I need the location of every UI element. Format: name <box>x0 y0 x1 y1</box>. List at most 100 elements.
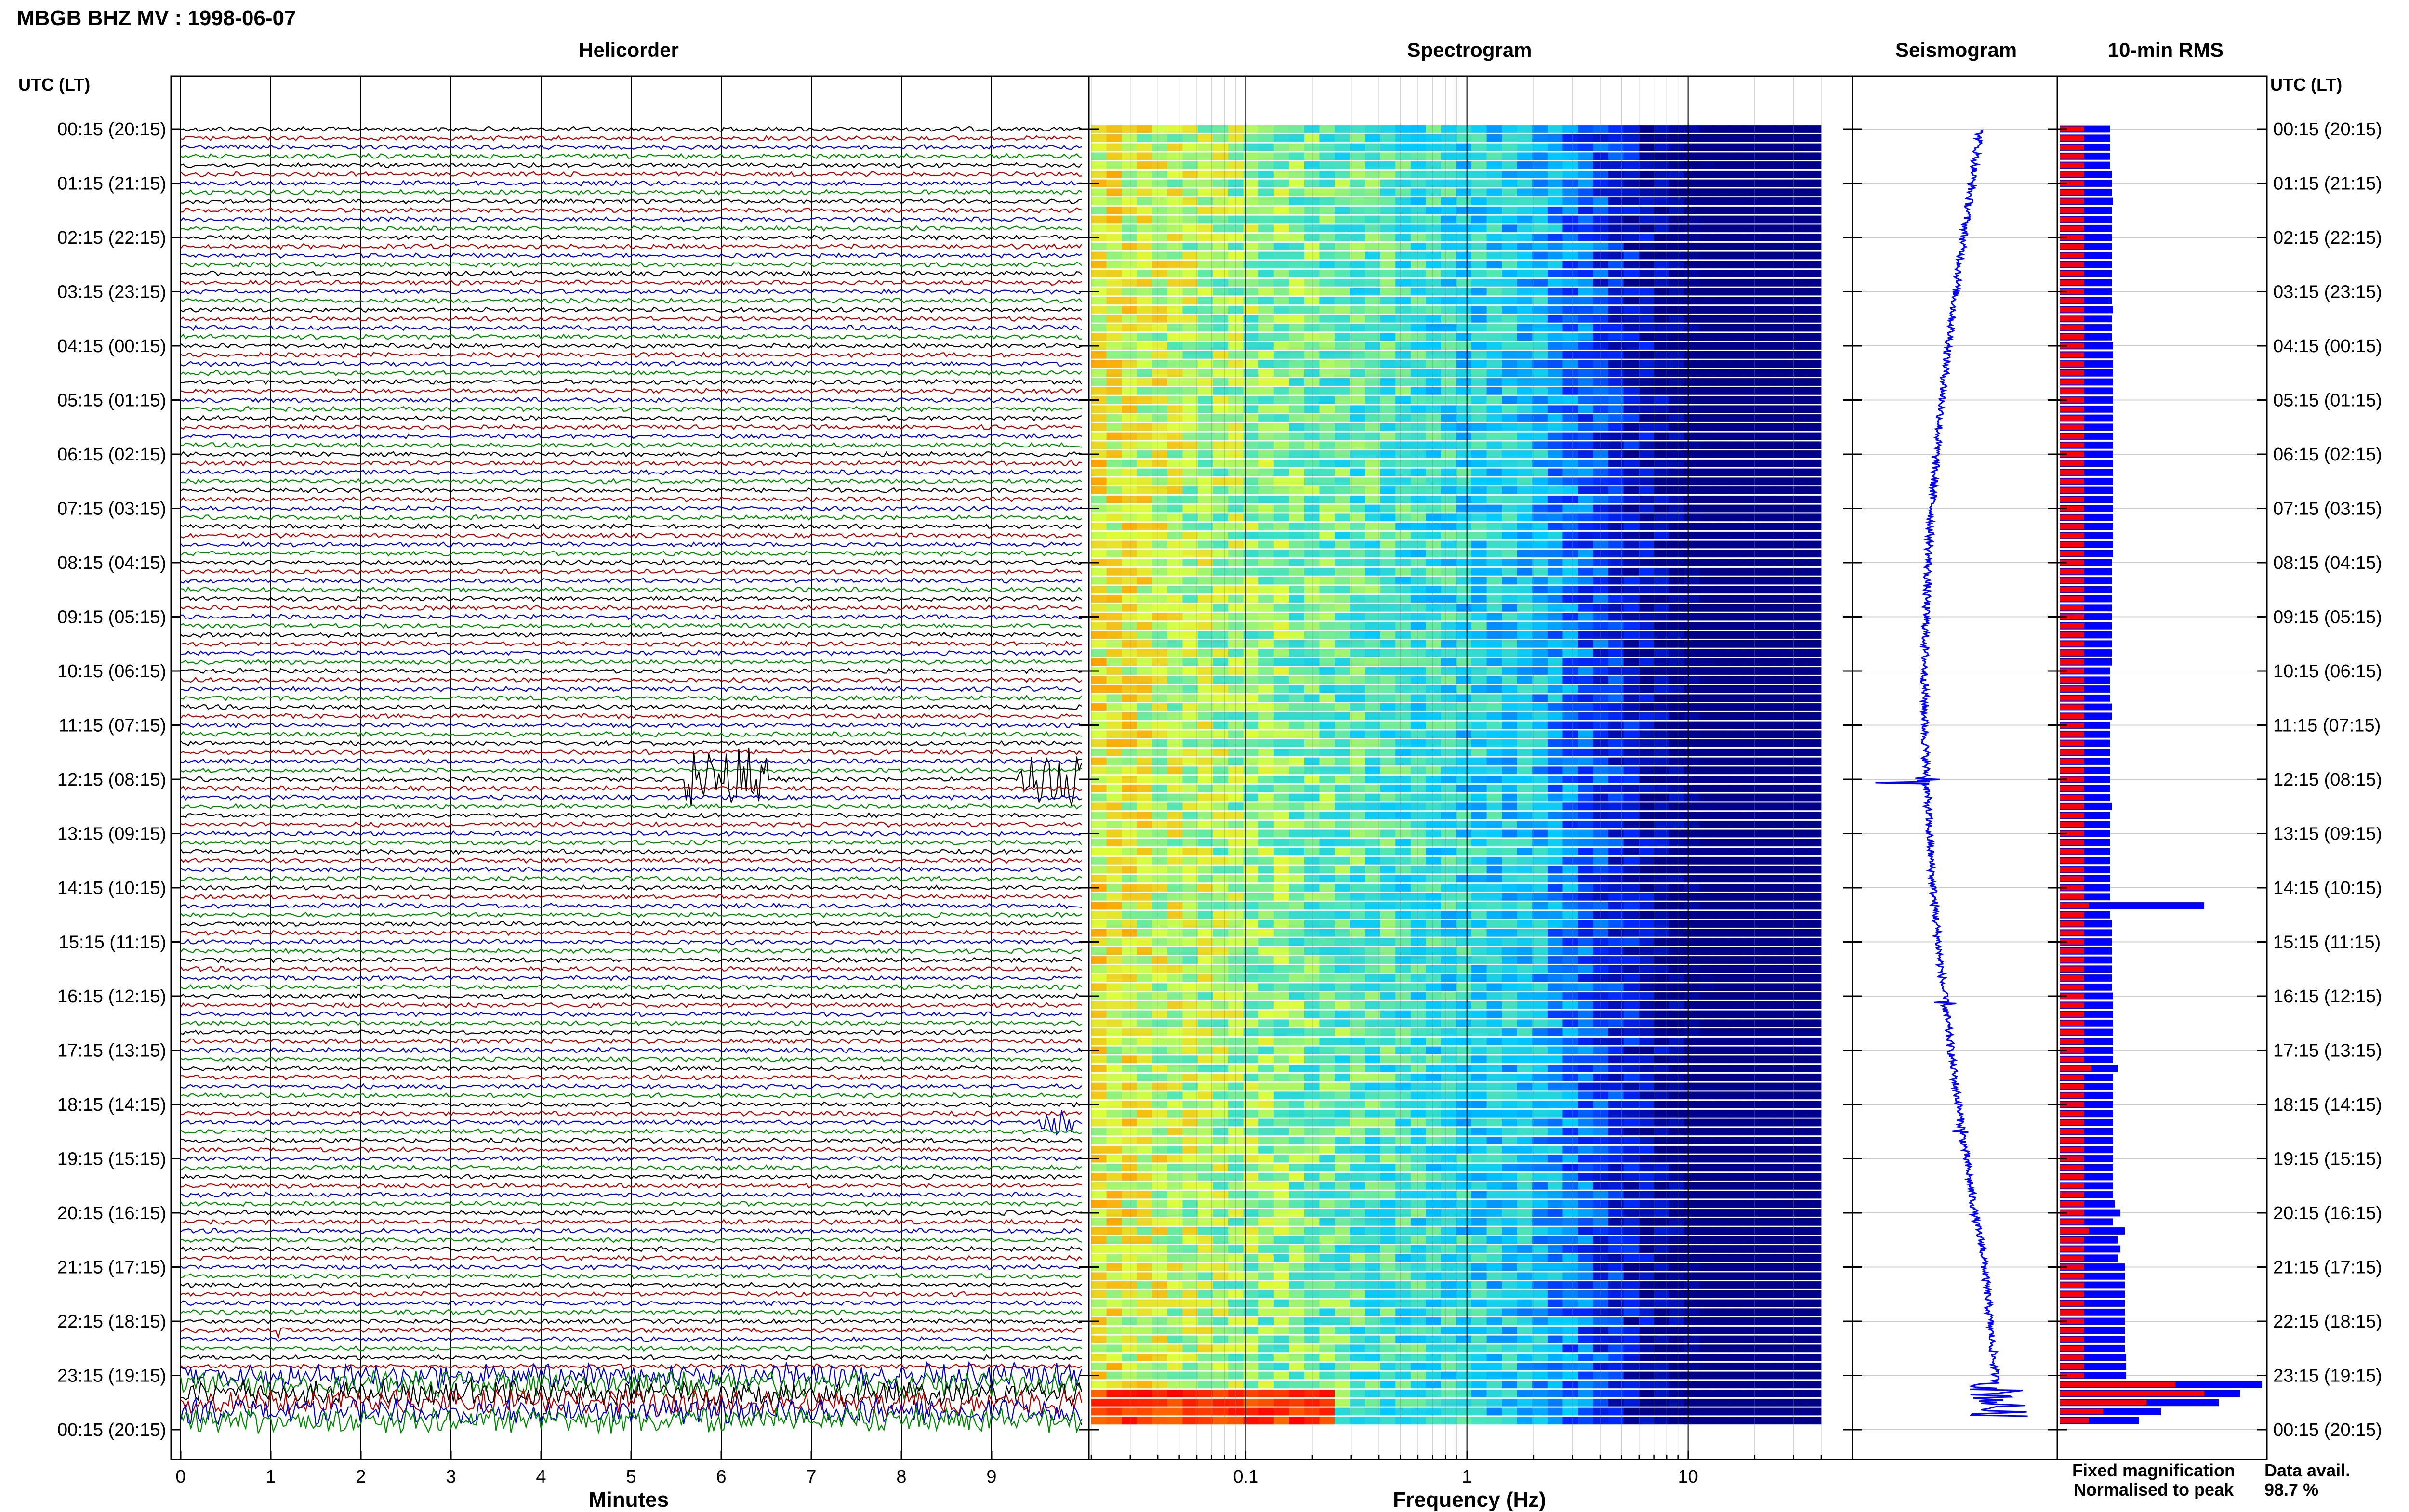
spectrogram-cell <box>1380 1001 1396 1009</box>
spectrogram-cell <box>1699 134 1715 142</box>
spectrogram-cell <box>1441 784 1456 792</box>
spectrogram-cell <box>1395 152 1411 160</box>
spectrogram-cell <box>1365 405 1381 413</box>
spectrogram-cell <box>1319 757 1335 765</box>
spectrogram-cell <box>1380 215 1396 224</box>
spectrogram-cell <box>1517 839 1533 847</box>
spectrogram-cell <box>1790 423 1806 431</box>
helicorder-trace <box>180 162 1082 169</box>
spectrogram-cell <box>1228 315 1244 323</box>
spectrogram-cell <box>1775 360 1791 368</box>
spectrogram-cell <box>1122 251 1138 260</box>
spectrogram-cell <box>1517 748 1533 756</box>
spectrogram-cell <box>1335 270 1350 277</box>
spectrogram-cell <box>1639 992 1655 1000</box>
spectrogram-cell <box>1608 369 1624 377</box>
spectrogram-cell <box>1745 450 1761 458</box>
spectrogram-cell <box>1167 215 1183 224</box>
spectrogram-cell <box>1517 902 1533 910</box>
helicorder-trace <box>180 1029 1082 1036</box>
spectrogram-cell <box>1273 206 1289 214</box>
spectrogram-cell <box>1790 495 1806 503</box>
spectrogram-cell <box>1471 550 1487 558</box>
spectrogram-cell <box>1639 965 1655 973</box>
spectrogram-cell <box>1547 234 1563 241</box>
helicorder-trace <box>180 713 1082 720</box>
spectrogram-cell <box>1273 369 1289 377</box>
spectrogram-cell <box>1197 613 1213 621</box>
spectrogram-cell <box>1730 495 1746 503</box>
spectrogram-cell <box>1578 432 1594 440</box>
spectrogram-cell <box>1593 414 1609 422</box>
spectrogram-cell <box>1365 902 1381 910</box>
spectrogram-cell <box>1319 604 1335 612</box>
spectrogram-cell <box>1578 333 1594 341</box>
spectrogram-cell <box>1547 649 1563 657</box>
spectrogram-cell <box>1471 721 1487 729</box>
spectrogram-cell <box>1502 974 1518 982</box>
spectrogram-cell <box>1562 559 1578 566</box>
spectrogram-cell <box>1228 531 1244 539</box>
spectrogram-cell <box>1639 802 1655 811</box>
spectrogram-cell <box>1745 776 1761 783</box>
spectrogram-cell <box>1091 938 1107 946</box>
spectrogram-cell <box>1426 965 1442 973</box>
spectrogram-cell <box>1182 414 1198 422</box>
spectrogram-cell <box>1745 387 1761 395</box>
spectrogram-cell <box>1608 351 1624 359</box>
spectrogram-cell <box>1532 622 1548 630</box>
spectrogram-cell <box>1608 324 1624 332</box>
spectrogram-cell <box>1471 125 1487 133</box>
spectrogram-cell <box>1532 649 1548 657</box>
spectrogram-cell <box>1350 559 1365 566</box>
spectrogram-cell <box>1395 730 1411 738</box>
spectrogram-cell <box>1365 748 1381 756</box>
spectrogram-cell <box>1091 676 1107 684</box>
spectrogram-cell <box>1243 793 1259 802</box>
spectrogram-cell <box>1213 983 1229 991</box>
spectrogram-cell <box>1365 983 1381 991</box>
spectrogram-cell <box>1699 550 1715 558</box>
spectrogram-cell <box>1623 631 1639 639</box>
spectrogram-cell <box>1167 784 1183 792</box>
spectrogram-cell <box>1243 567 1259 576</box>
spectrogram-cell <box>1091 947 1107 955</box>
spectrogram-cell <box>1578 640 1594 648</box>
spectrogram-cell <box>1122 938 1138 946</box>
spectrogram-cell <box>1562 649 1578 657</box>
helicorder-trace <box>180 1065 1082 1072</box>
spectrogram-cell <box>1775 387 1791 395</box>
spectrogram-cell <box>1273 360 1289 368</box>
spectrogram-cell <box>1775 278 1791 287</box>
spectrogram-cell <box>1122 676 1138 684</box>
spectrogram-cell <box>1517 983 1533 991</box>
spectrogram-cell <box>1350 234 1365 241</box>
spectrogram-cell <box>1578 351 1594 359</box>
spectrogram-cell <box>1669 179 1685 187</box>
spectrogram-cell <box>1684 875 1700 883</box>
spectrogram-cell <box>1486 324 1502 332</box>
spectrogram-cell <box>1106 875 1122 883</box>
spectrogram-cell <box>1258 414 1274 422</box>
spectrogram-cell <box>1197 324 1213 332</box>
spectrogram-cell <box>1486 559 1502 566</box>
spectrogram-cell <box>1517 929 1533 937</box>
spectrogram-cell <box>1745 242 1761 250</box>
spectrogram-cell <box>1547 622 1563 630</box>
spectrogram-cell <box>1350 197 1365 205</box>
helicorder-trace <box>180 198 1082 205</box>
spectrogram-cell <box>1441 866 1456 874</box>
spectrogram-cell <box>1426 784 1442 792</box>
spectrogram-cell <box>1350 405 1365 413</box>
spectrogram-cell <box>1365 992 1381 1000</box>
spectrogram-cell <box>1654 848 1669 855</box>
spectrogram-cell <box>1137 667 1152 675</box>
spectrogram-cell <box>1380 1019 1396 1027</box>
spectrogram-cell <box>1350 839 1365 847</box>
spectrogram-cell <box>1684 351 1700 359</box>
spectrogram-cell <box>1091 342 1107 350</box>
spectrogram-cell <box>1365 188 1381 197</box>
spectrogram-cell <box>1806 486 1822 494</box>
spectrogram-cell <box>1426 351 1442 359</box>
spectrogram-cell <box>1410 992 1426 1000</box>
